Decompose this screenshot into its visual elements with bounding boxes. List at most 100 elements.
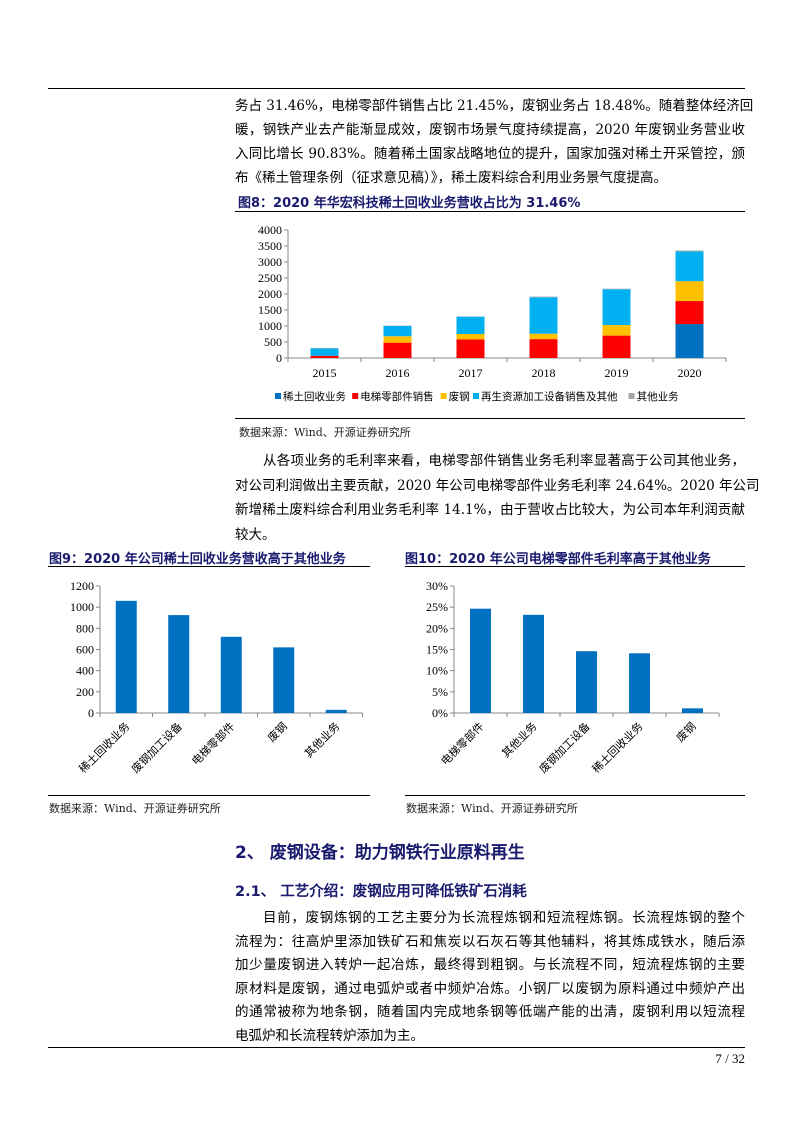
figure-10-source: 数据来源：Wind、开源证券研究所 [406,802,578,815]
bar-segment [675,251,704,282]
x-tick-label: 稀土回收业务 [589,719,646,776]
bar-segment [383,326,412,337]
bar-segment [529,339,558,358]
x-tick-label: 2016 [386,366,410,380]
x-tick-label: 2017 [459,366,483,380]
bar [273,647,295,713]
paragraph-line: 从各项业务的毛利率来看，电梯零部件销售业务毛利率显著高于公司其他业务， [263,453,745,469]
bar-segment [383,336,412,343]
x-tick-label: 稀土回收业务 [76,719,133,776]
bar [220,636,242,713]
paragraph-line: 新增稀土废料综合利用业务毛利率 14.1%，由于营收占比较大，为公司本年利润贡献 [235,502,745,518]
figure-10-chart: 0% 5% 10% 15% 20% 25% 30% 电梯零部件 其他业务废钢加工设备稀土回收业务… [426,579,720,776]
bar-segment [675,250,704,252]
legend-label: 电梯零部件销售 [360,390,434,403]
y-tick-label: 25% [426,600,448,614]
bar-segment [383,342,412,358]
figure-8-chart: 0 500 1000 1500 2000 2500 3000 3500 4000 2015 2016… [258,223,727,403]
figure-10-source-rule [405,795,745,796]
bar-segment [675,301,704,325]
y-tick-label: 10% [426,664,448,678]
y-tick-label: 0% [432,706,448,720]
y-tick-label: 800 [76,621,94,635]
y-tick-label: 600 [76,643,94,657]
bar [629,653,650,713]
y-tick-label: 30% [426,579,448,593]
x-tick-label: 2015 [313,366,337,380]
bar [682,708,703,713]
bar [168,615,190,713]
y-tick-label: 1000 [70,600,94,614]
x-tick-label: 2019 [605,366,629,380]
bar [576,651,597,713]
page-number: 7 / 32 [715,1051,745,1066]
y-tick-label: 3000 [258,255,282,269]
figure-10-title-rule [405,566,745,567]
bar-segment [529,333,558,340]
figure-8-source-rule [235,418,745,419]
y-tick-label: 20% [426,621,448,635]
x-tick-label: 废钢 [673,719,698,744]
y-tick-label: 1500 [258,303,282,317]
bar-segment [310,355,339,358]
footer-rule [48,1047,745,1048]
y-tick-label: 3500 [258,239,282,253]
paragraph-line: 对公司利润做出主要贡献，2020 年公司电梯零部件业务毛利率 24.64%。20… [235,477,760,494]
y-tick-label: 15% [426,643,448,657]
y-tick-label: 500 [264,335,282,349]
legend-swatch [473,393,479,399]
bar [115,600,137,713]
bar-segment [456,316,485,334]
legend-label: 稀土回收业务 [283,390,346,403]
legend-label: 其他业务 [637,390,679,403]
bar-segment [529,296,558,298]
legend-swatch [275,393,281,399]
bar-segment [602,289,631,326]
x-tick-label: 其他业务 [499,720,539,760]
y-tick-label: 2000 [258,287,282,301]
x-tick-label: 2020 [678,366,702,380]
paragraph-line: 入同比增长 90.83%。随着稀土国家战略地位的提升，国家加强对稀土开采管控，颁 [235,146,745,162]
legend-label: 废钢 [449,390,470,403]
bar-segment [602,335,631,358]
bar-segment [456,339,485,358]
paragraph-line: 较大。 [235,526,276,543]
bar-segment [602,325,631,336]
bar-segment [529,297,558,334]
bar [325,709,347,713]
paragraph-line: 电弧炉和长流程转炉添加为主。 [235,1028,424,1044]
paragraph-line: 加少量废钢进入转炉一起冶炼，最终得到粗钢。与长流程不同，短流程炼钢的主要 [235,957,745,974]
y-tick-label: 400 [76,664,94,678]
figure-8-title-rule [235,211,745,212]
figure-10-title: 图10：2020 年公司电梯零部件毛利率高于其他业务 [405,552,711,567]
figure-9-source-rule [48,795,370,796]
section-2-heading: 2、 废钢设备：助力钢铁行业原料再生 [235,843,525,863]
paragraph-line: 暖，钢铁产业去产能渐显成效，废钢市场景气度持续提高，2020 年废钢业务营业收 [235,122,745,138]
legend-label: 再生资源加工设备销售及其他 [481,390,618,403]
y-tick-label: 200 [76,685,94,699]
bar-segment [310,348,339,356]
legend-swatch [440,393,447,399]
y-tick-label: 1000 [258,319,282,333]
y-tick-label: 5% [432,685,448,699]
section-2-1-heading: 2.1、 工艺介绍：废钢应用可降低铁矿石消耗 [235,884,527,900]
figure-9-source: 数据来源：Wind、开源证券研究所 [49,802,221,815]
y-tick-label: 4000 [258,223,282,237]
paragraph-line: 务占 31.46%，电梯零部件销售占比 21.45%，废钢业务占 18.48%。… [235,98,754,114]
x-tick-label: 废钢 [264,719,289,744]
bar-segment [675,324,704,358]
header-rule [48,88,745,89]
bar-segment [456,334,485,340]
bar-segment [675,281,704,302]
x-tick-label: 2018 [532,366,556,380]
paragraph-line: 流程为：往高炉里添加铁矿石和焦炭以石灰石等其他辅料，将其炼成铁水，随后添 [235,933,745,950]
paragraph-line: 原材料是废钢，通过电弧炉或者中频炉冶炼。小钢厂以废钢为原料通过中频炉产出 [235,980,745,997]
figure-9-title: 图9：2020 年公司稀土回收业务营收高于其他业务 [49,552,346,567]
y-tick-label: 0 [276,351,282,365]
paragraph-line: 的通常被称为地条钢，随着国内完成地条钢等低端产能的出清，废钢利用以短流程 [235,1004,745,1021]
x-tick-label: 其他业务 [302,720,342,760]
legend-swatch [628,393,635,399]
figure-9-title-rule [48,566,370,567]
paragraph-line: 布《稀土管理条例（征求意见稿）》，稀土废料综合利用业务景气度提高。 [235,170,667,186]
